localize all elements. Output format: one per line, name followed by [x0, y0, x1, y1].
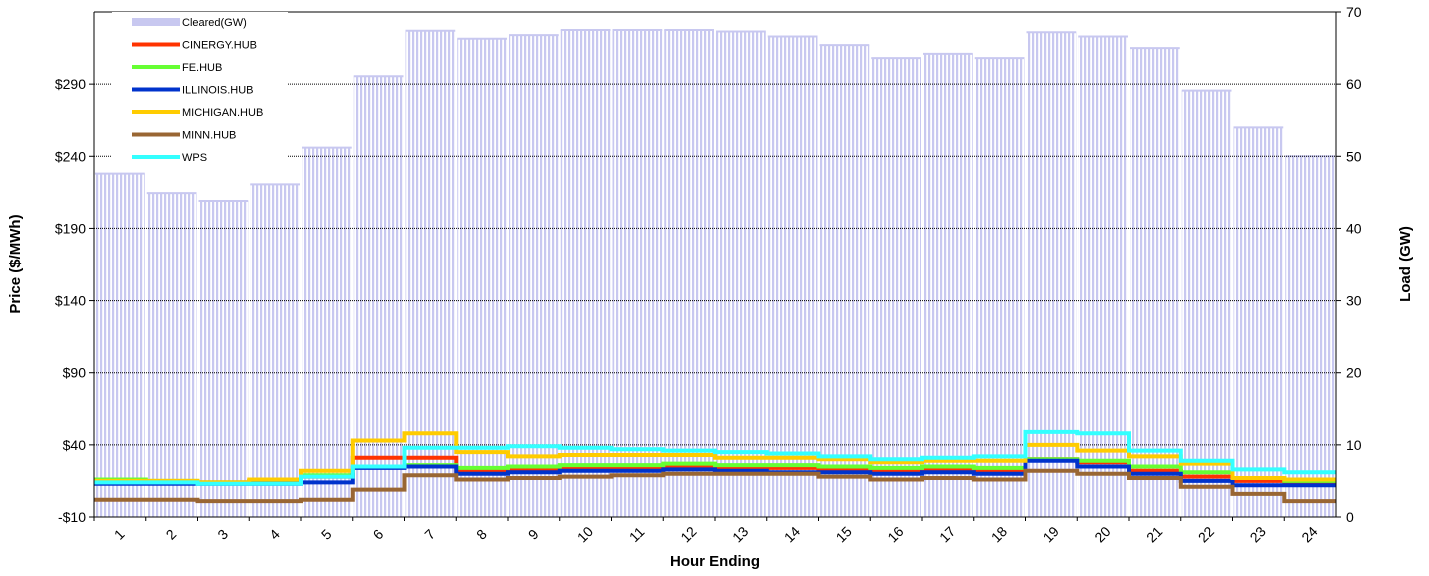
line-minn-hub — [94, 468, 1336, 504]
x-tick-label-17: 17 — [936, 523, 958, 545]
left-tick-label-0: -$10 — [58, 509, 86, 525]
right-tick-label-1: 10 — [1346, 437, 1362, 453]
x-tick-label-22: 22 — [1195, 523, 1217, 545]
bar-hour-11 — [612, 30, 663, 518]
right-tick-label-6: 60 — [1346, 76, 1362, 92]
line-michigan-hub — [94, 431, 1336, 485]
bar-hour-1 — [95, 173, 145, 517]
legend-label-cinergy-hub: CINERGY.HUB — [182, 40, 257, 52]
legend-label-minn-hub: MINN.HUB — [182, 130, 236, 142]
x-tick-label-8: 8 — [473, 526, 490, 543]
bar-hour-14 — [767, 36, 818, 518]
price-lines — [94, 429, 1336, 504]
legend-label-michigan-hub: MICHIGAN.HUB — [182, 107, 263, 119]
x-tick-label-12: 12 — [677, 523, 699, 545]
x-tick-label-19: 19 — [1040, 523, 1062, 545]
x-tick-label-5: 5 — [318, 526, 335, 543]
x-tick-label-11: 11 — [626, 523, 648, 545]
legend-label-wps: WPS — [182, 152, 207, 164]
bar-hour-23 — [1233, 127, 1284, 517]
y-axis-left-title: Price ($/MWh) — [7, 214, 24, 313]
bar-hour-12 — [664, 30, 714, 518]
bar-hour-20 — [1078, 36, 1128, 518]
bar-hour-24 — [1285, 156, 1335, 518]
x-tick-label-10: 10 — [574, 523, 596, 545]
left-tick-label-3: $140 — [55, 293, 86, 309]
x-tick-label-7: 7 — [421, 526, 438, 543]
axes: -$10 $40 $90 $140 $190 $240 $290 0 10 20 30 40 50 60 7… — [55, 4, 1362, 545]
x-tick-label-14: 14 — [781, 523, 803, 545]
bar-hour-9 — [509, 35, 559, 517]
bar-hour-15 — [819, 45, 870, 517]
bar-hour-21 — [1130, 48, 1180, 517]
x-tick-label-6: 6 — [370, 526, 387, 543]
bar-hour-5 — [302, 147, 352, 517]
bar-hour-17 — [923, 53, 973, 517]
left-tick-label-6: $290 — [55, 76, 86, 92]
legend-label-fe-hub: FE.HUB — [182, 62, 222, 74]
bar-hour-13 — [716, 31, 766, 517]
bar-hour-22 — [1181, 90, 1232, 517]
bar-hour-18 — [974, 58, 1025, 518]
x-tick-label-3: 3 — [214, 526, 231, 543]
right-tick-label-7: 70 — [1346, 4, 1362, 20]
right-tick-label-2: 20 — [1346, 365, 1362, 381]
x-tick-label-23: 23 — [1247, 523, 1269, 545]
bar-hour-7 — [405, 30, 456, 518]
bar-hour-19 — [1026, 32, 1077, 517]
x-tick-label-21: 21 — [1143, 523, 1165, 545]
left-tick-label-1: $40 — [63, 437, 87, 453]
legend-label-cleared-gw-: Cleared(GW) — [182, 17, 247, 29]
x-axis-title: Hour Ending — [670, 553, 760, 570]
line-wps — [94, 429, 1336, 486]
x-tick-label-24: 24 — [1298, 523, 1320, 545]
x-tick-label-1: 1 — [111, 526, 128, 543]
legend-swatch-cleared — [132, 18, 180, 26]
bar-hour-10 — [560, 30, 611, 518]
left-tick-label-4: $190 — [55, 220, 86, 236]
left-tick-label-5: $240 — [55, 148, 86, 164]
x-tick-label-13: 13 — [729, 523, 751, 545]
bar-hour-8 — [457, 38, 507, 517]
bar-hour-4 — [250, 184, 300, 517]
right-tick-label-0: 0 — [1346, 509, 1354, 525]
right-tick-label-4: 40 — [1346, 220, 1362, 236]
x-tick-label-4: 4 — [266, 526, 283, 543]
x-tick-label-18: 18 — [988, 523, 1010, 545]
x-tick-label-20: 20 — [1091, 523, 1113, 545]
bar-hour-16 — [871, 58, 921, 518]
left-tick-label-2: $90 — [63, 365, 87, 381]
right-tick-label-3: 30 — [1346, 293, 1362, 309]
right-tick-label-5: 50 — [1346, 148, 1362, 164]
legend: Cleared(GW) CINERGY.HUB FE.HUB ILLINOIS.HUB… — [112, 12, 288, 170]
bar-hour-3 — [198, 201, 249, 517]
legend-label-illinois-hub: ILLINOIS.HUB — [182, 85, 254, 97]
y-axis-right-title: Load (GW) — [1397, 226, 1414, 302]
x-tick-label-16: 16 — [884, 523, 906, 545]
x-tick-label-15: 15 — [833, 523, 855, 545]
bar-hour-2 — [146, 193, 197, 518]
grid-lines — [94, 83, 1336, 446]
cleared-bars — [95, 29, 1335, 518]
bar-hour-6 — [353, 76, 404, 517]
x-tick-label-2: 2 — [163, 526, 180, 543]
x-tick-label-9: 9 — [525, 526, 542, 543]
